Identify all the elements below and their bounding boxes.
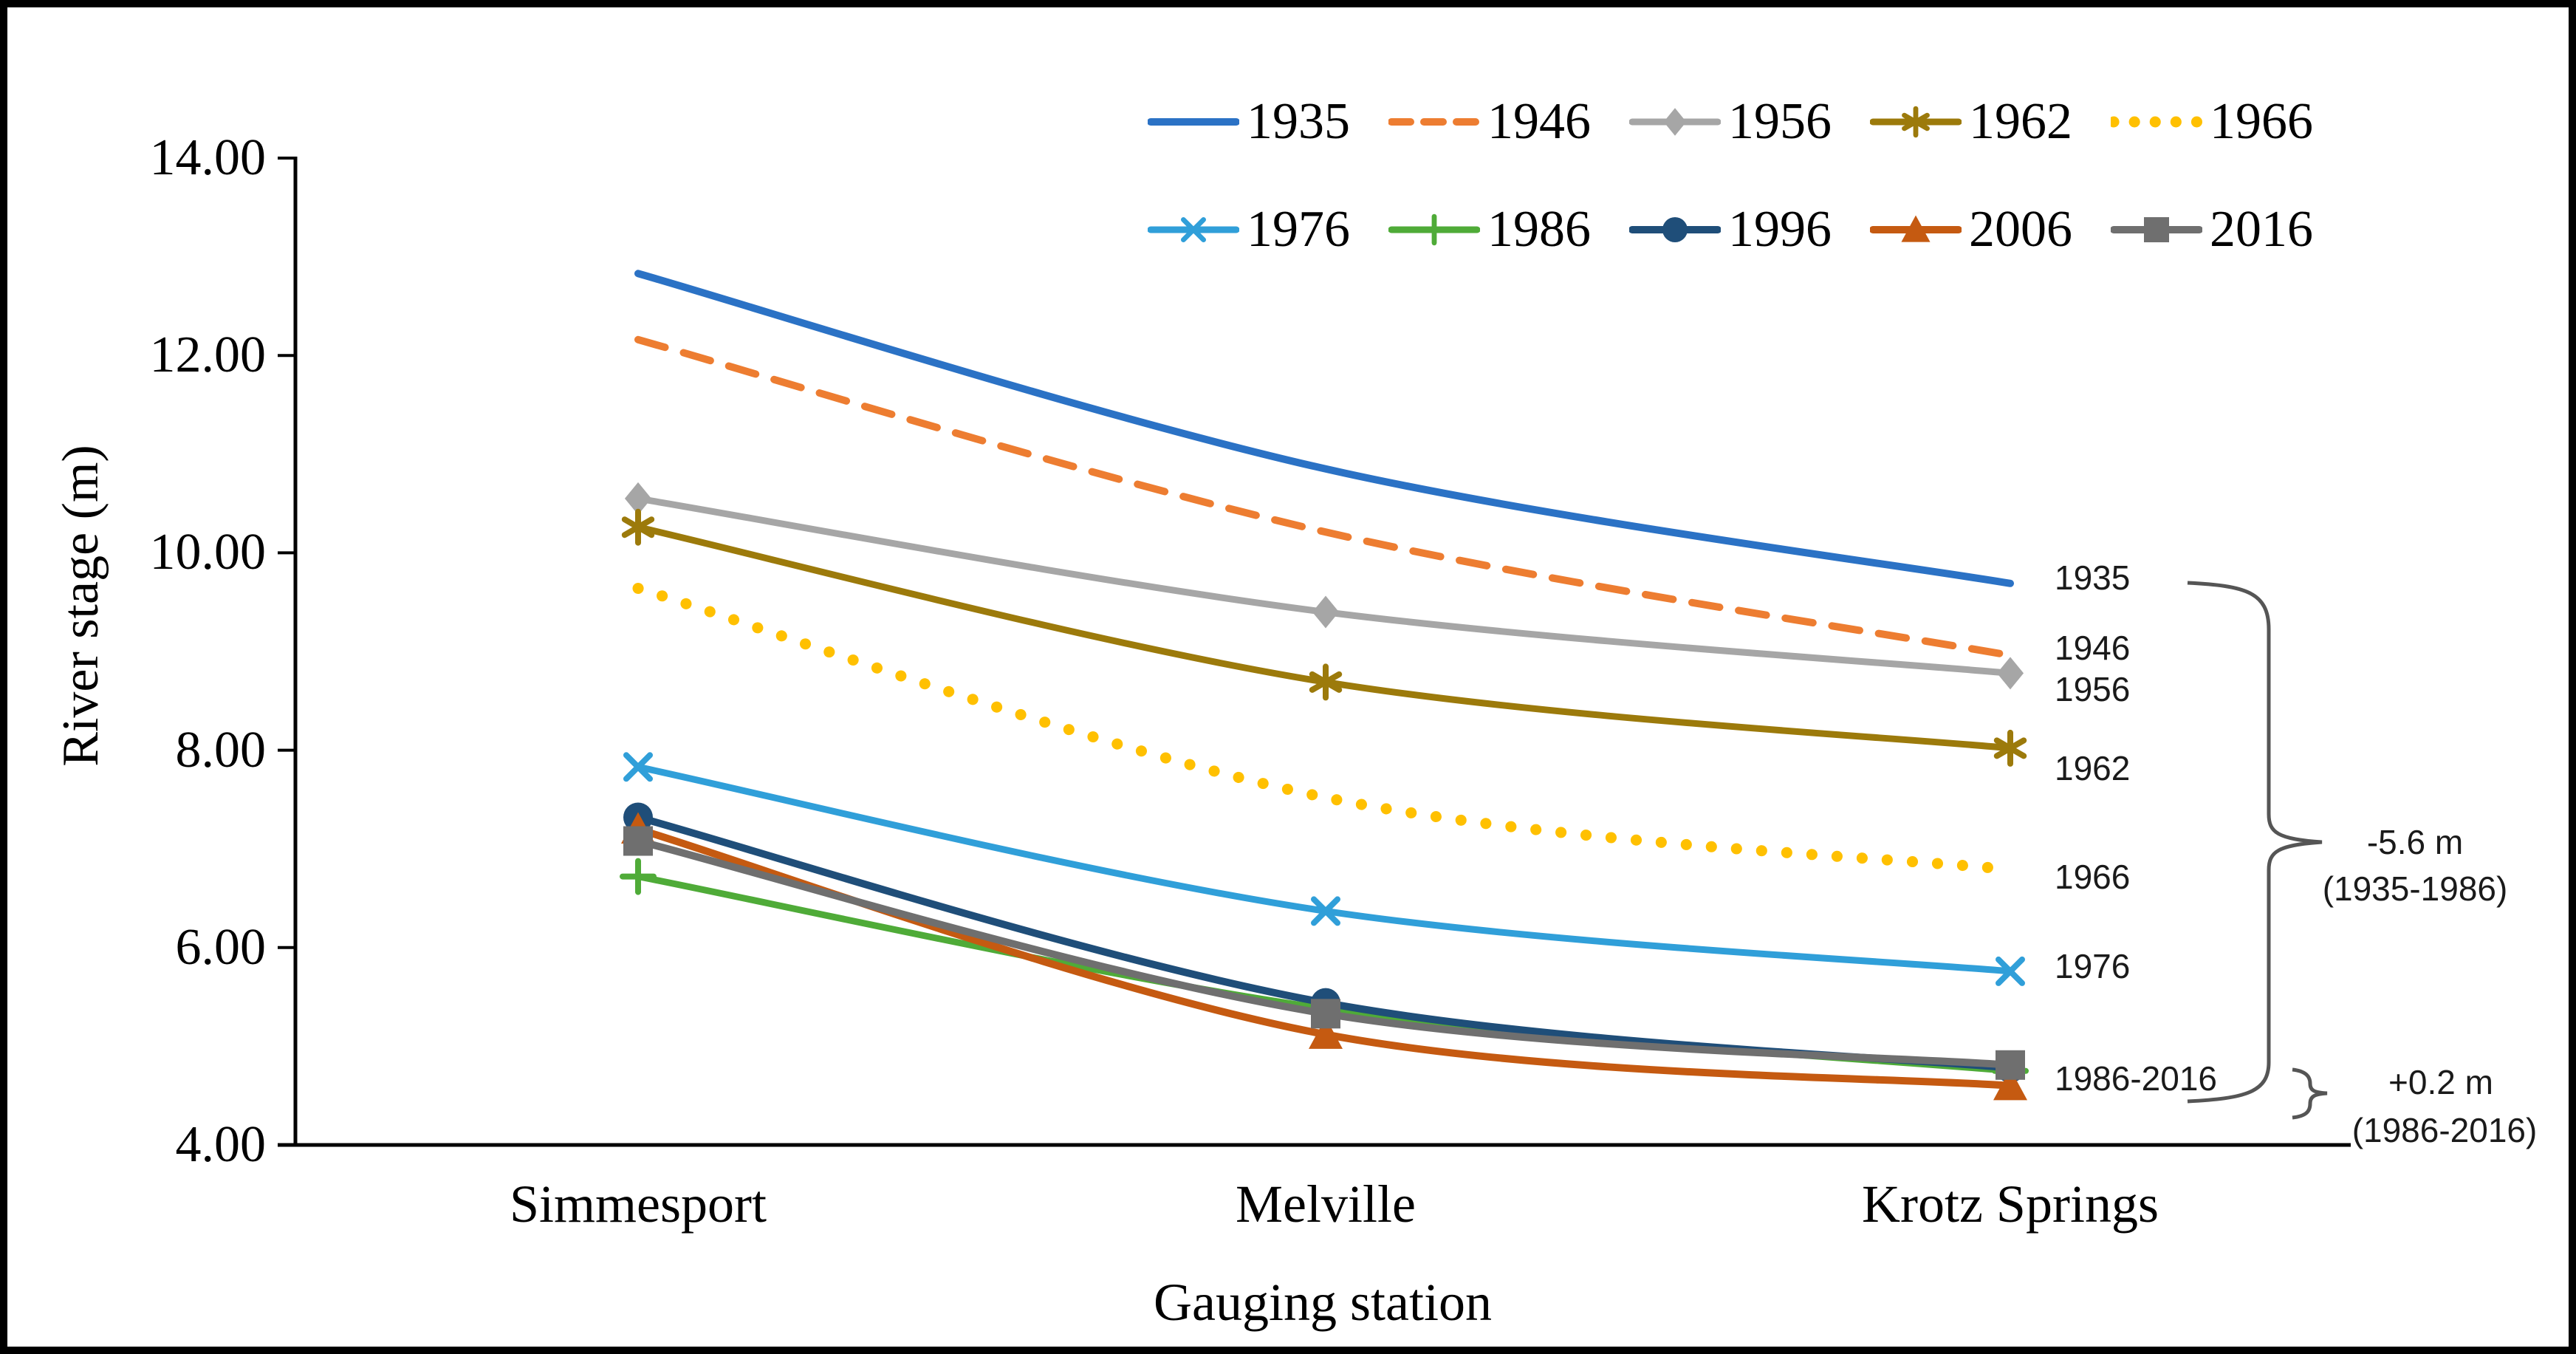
legend-swatch-1962 — [1870, 106, 1962, 138]
series-line-1976 — [634, 763, 2014, 975]
legend-label-1956: 1956 — [1728, 93, 1832, 150]
legend-item-2016: 2016 — [2111, 201, 2313, 259]
y-tick-label-10.00: 10.00 — [149, 524, 267, 581]
legend-label-1996: 1996 — [1728, 201, 1832, 258]
annotation-rise-value: +0.2 m — [2388, 1063, 2493, 1101]
y-tick-label-6.00: 6.00 — [175, 918, 267, 976]
marker-1962-0 — [621, 508, 655, 546]
annotation-rise-period: (1986-2016) — [2351, 1111, 2538, 1149]
legend-row-1: 1935 1946 1956 1962 1966 — [1148, 93, 2313, 151]
series-end-label-1956: 1956 — [2055, 670, 2131, 708]
marker-2006-2 — [1993, 1068, 2027, 1101]
marker-1962-1 — [1309, 663, 1343, 701]
annotation-drop-value: -5.6 m — [2366, 823, 2464, 861]
marker-1976-0 — [623, 752, 653, 782]
x-axis-title: Gauging station — [1154, 1273, 1492, 1332]
legend-item-1935: 1935 — [1148, 93, 1350, 151]
marker-2016-1 — [1311, 999, 1340, 1029]
series-line-1956 — [634, 495, 2014, 677]
legend-label-1935: 1935 — [1247, 93, 1350, 150]
legend-item-1962: 1962 — [1870, 93, 2072, 151]
series-end-label-1962: 1962 — [2055, 749, 2131, 787]
legend-swatch-2016 — [2111, 217, 2202, 242]
legend-label-1976: 1976 — [1247, 201, 1350, 258]
series-end-label-1935: 1935 — [2055, 558, 2131, 597]
y-tick-label-8.00: 8.00 — [175, 721, 267, 779]
legend-item-1976: 1976 — [1148, 201, 1350, 259]
marker-2016-2 — [1996, 1050, 2025, 1080]
legend-swatch-1956 — [1629, 108, 1721, 136]
legend-swatch-1935 — [1148, 118, 1239, 126]
series-end-label-1976: 1976 — [2055, 947, 2131, 985]
y-tick-label-12.00: 12.00 — [149, 326, 267, 384]
annotation-drop-period: (1935-1986) — [2322, 869, 2508, 908]
marker-1986-0 — [620, 858, 657, 895]
series-end-label-1986-2016: 1986-2016 — [2055, 1059, 2217, 1098]
series-line-1935 — [634, 270, 2014, 587]
legend-row-2: 1976 1986 1996 2006 2016 — [1148, 201, 2313, 259]
marker-2006-1 — [1309, 1017, 1343, 1049]
x-category-label-krotz-springs: Krotz Springs — [1862, 1175, 2159, 1234]
series-line-1946 — [634, 335, 2014, 660]
marker-1956-0 — [624, 482, 652, 515]
y-axis-title: River stage (m) — [52, 445, 109, 767]
legend-swatch-1966 — [2111, 116, 2202, 128]
legend-swatch-1976 — [1148, 216, 1239, 242]
marker-1956-1 — [1312, 595, 1340, 629]
series-line-1962 — [634, 524, 2014, 752]
legend-item-2006: 2006 — [1870, 201, 2072, 259]
legend-item-1956: 1956 — [1629, 93, 1832, 151]
chart-plot-area — [278, 157, 2351, 1147]
marker-1956-2 — [1996, 657, 2024, 690]
legend-swatch-1986 — [1388, 213, 1480, 246]
legend-label-1946: 1946 — [1487, 93, 1591, 150]
x-category-label-melville: Melville — [1236, 1175, 1416, 1234]
marker-1962-2 — [1993, 729, 2027, 767]
legend-item-1996: 1996 — [1629, 201, 1832, 259]
series-end-label-1966: 1966 — [2055, 858, 2131, 896]
legend-label-1962: 1962 — [1969, 93, 2072, 150]
series-line-1966 — [632, 582, 2016, 875]
legend-label-2016: 2016 — [2210, 201, 2313, 258]
legend-label-1966: 1966 — [2210, 93, 2313, 150]
brace-large — [2187, 581, 2323, 1104]
legend-item-1946: 1946 — [1388, 93, 1591, 151]
y-tick-label-14.00: 14.00 — [149, 129, 267, 186]
x-category-label-simmesport: Simmesport — [509, 1175, 767, 1234]
legend-swatch-2006 — [1870, 215, 1962, 242]
legend-swatch-1996 — [1629, 217, 1721, 242]
marker-2016-0 — [623, 826, 653, 856]
legend-item-1966: 1966 — [2111, 93, 2313, 151]
series-end-label-1946: 1946 — [2055, 629, 2131, 667]
legend-label-2006: 2006 — [1969, 201, 2072, 258]
legend-item-1986: 1986 — [1388, 201, 1591, 259]
marker-1976-2 — [1996, 956, 2025, 986]
marker-1976-1 — [1311, 896, 1340, 926]
y-tick-label-4.00: 4.00 — [175, 1116, 267, 1173]
legend-swatch-1946 — [1388, 118, 1480, 126]
brace-small — [2292, 1067, 2328, 1120]
legend-label-1986: 1986 — [1487, 201, 1591, 258]
